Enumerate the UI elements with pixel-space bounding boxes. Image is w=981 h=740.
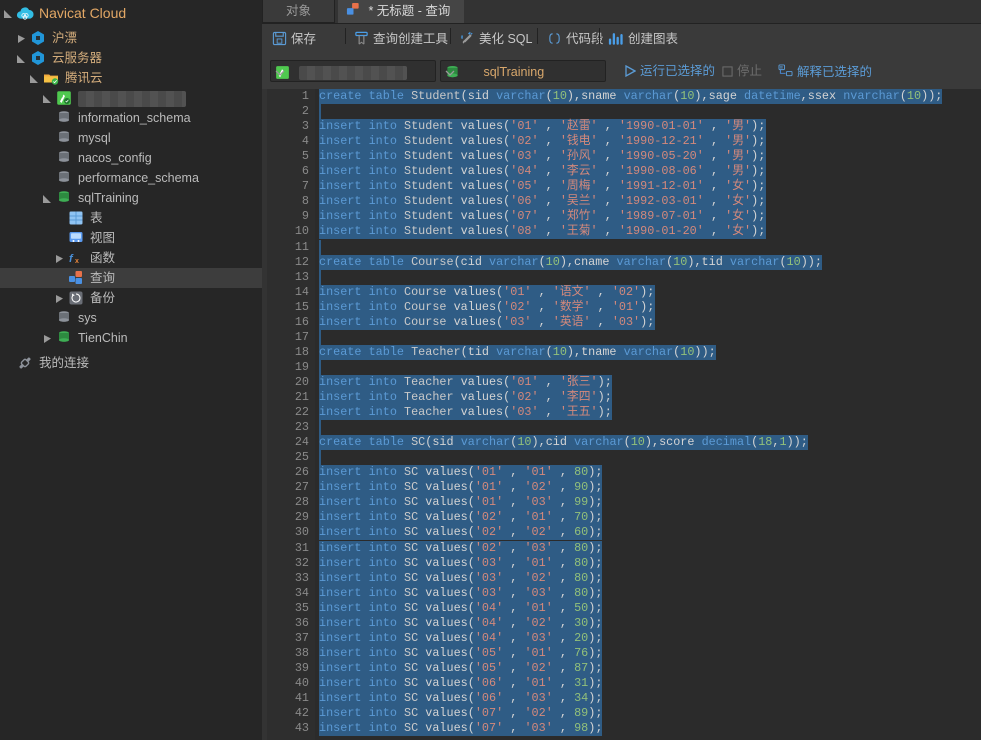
- svg-text:f: f: [69, 253, 74, 265]
- svg-text:x: x: [75, 258, 79, 265]
